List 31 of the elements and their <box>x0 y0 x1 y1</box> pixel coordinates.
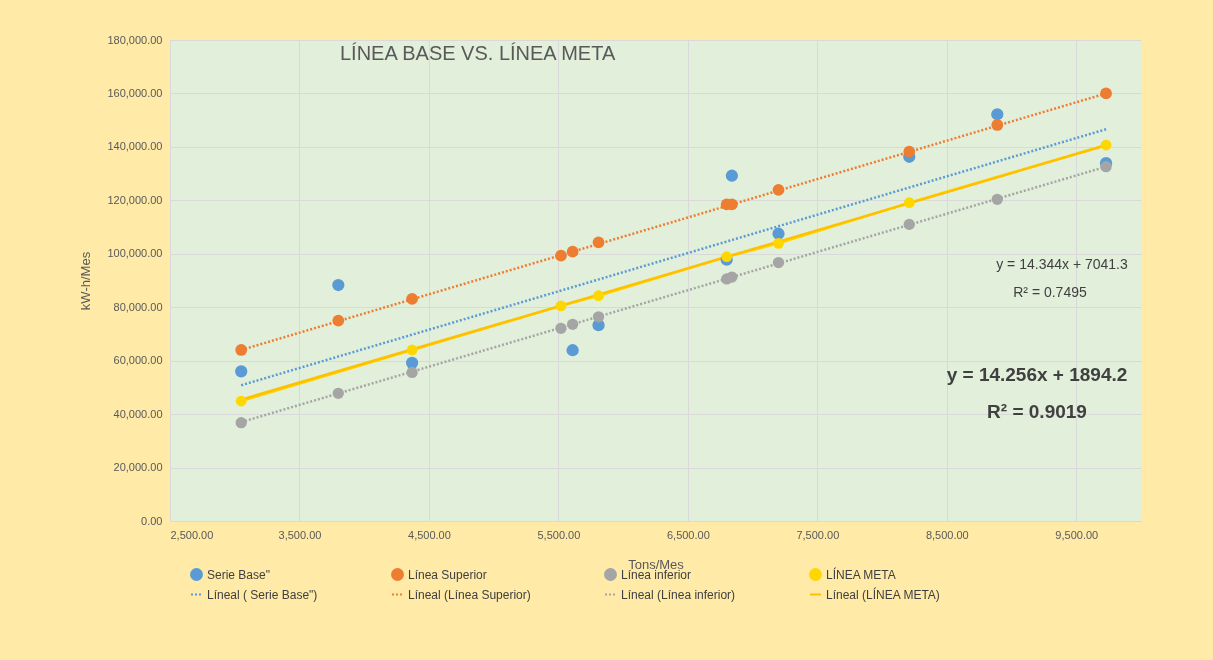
y-tick-label: 60,000.00 <box>113 354 163 367</box>
annotation: y = 14.344x + 7041.3 <box>996 256 1128 272</box>
y-axis-title: kW-h/Mes <box>78 251 94 311</box>
y-tick-label: 0.00 <box>141 514 163 527</box>
legend-label: Líneal (Línea inferior) <box>621 587 736 602</box>
legend-label: Línea Superior <box>408 567 487 582</box>
legend-label: Líneal ( Serie Base") <box>207 587 318 602</box>
x-tick-label: 3,500.00 <box>278 528 322 541</box>
x-tick-label: 7,500.00 <box>796 528 840 541</box>
y-tick-label: 20,000.00 <box>113 461 163 474</box>
x-tick-label: 9,500.00 <box>1055 528 1099 541</box>
y-tick-label: 140,000.00 <box>107 140 163 153</box>
y-tick-label: 100,000.00 <box>107 247 163 260</box>
x-tick-label: 5,500.00 <box>537 528 581 541</box>
x-tick-label: 6,500.00 <box>666 528 710 541</box>
y-tick-label: 180,000.00 <box>107 33 163 46</box>
y-tick-label: 80,000.00 <box>113 300 163 313</box>
y-tick-label: 40,000.00 <box>113 407 163 420</box>
y-tick-label: 120,000.00 <box>107 193 163 206</box>
annotation: y = 14.256x + 1894.2 <box>946 364 1128 385</box>
x-tick-label: 4,500.00 <box>408 528 451 541</box>
chart-title: LÍNEA BASE VS. LÍNEA META <box>339 42 616 64</box>
legend-label: Líneal (LÍNEA META) <box>826 586 940 602</box>
legend-label: LÍNEA META <box>826 566 896 582</box>
y-tick-label: 160,000.00 <box>107 86 163 99</box>
annotation: R² = 0.7495 <box>1013 284 1087 300</box>
legend-label: Serie Base" <box>207 567 270 582</box>
x-tick-label: 8,500.00 <box>925 528 969 541</box>
annotation: R² = 0.9019 <box>987 401 1087 422</box>
x-tick-label: 2,500.00 <box>170 528 214 541</box>
legend-label: Líneal (Línea Superior) <box>408 587 531 602</box>
